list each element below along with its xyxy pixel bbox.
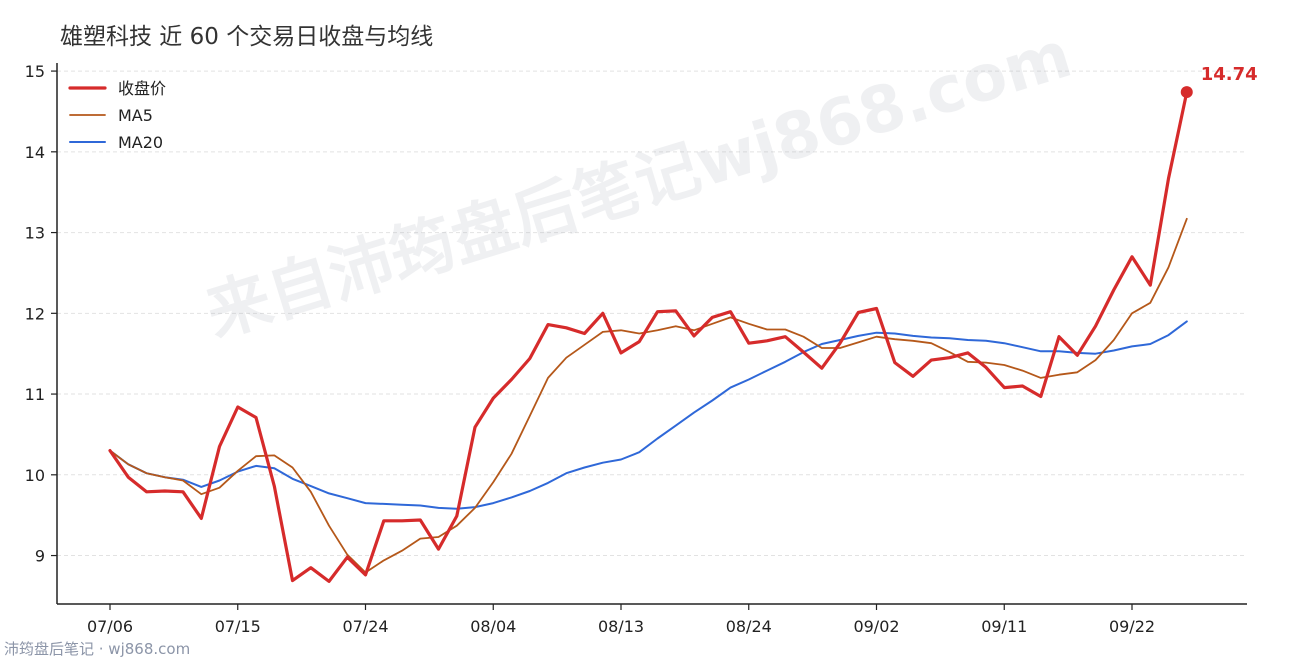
footer-credit: 沛筠盘后笔记 · wj868.com xyxy=(4,640,190,658)
x-tick-label: 07/24 xyxy=(342,617,388,636)
chart-title: 雄塑科技 近 60 个交易日收盘与均线 xyxy=(60,24,433,50)
y-tick-label: 14 xyxy=(25,143,45,162)
grid-lines xyxy=(57,70,1247,557)
x-tick-label: 09/11 xyxy=(981,617,1027,636)
legend-label-ma20: MA20 xyxy=(118,133,163,152)
last-close-label: 14.74 xyxy=(1201,64,1258,85)
x-ticks: 07/06 07/15 07/24 08/04 08/13 08/24 09/02 09/11… xyxy=(87,604,1155,636)
legend-label-close: 收盘价 xyxy=(118,79,166,98)
series-line-ma20 xyxy=(109,320,1188,510)
y-ticks: 9 10 11 12 13 14 15 xyxy=(25,62,57,566)
x-tick-label: 08/13 xyxy=(598,617,644,636)
y-tick-label: 12 xyxy=(25,304,45,323)
y-tick-label: 15 xyxy=(25,62,45,81)
x-tick-label: 07/15 xyxy=(215,617,261,636)
axes xyxy=(56,63,1247,605)
series-lines xyxy=(108,90,1189,584)
series-line-close xyxy=(108,90,1189,584)
x-tick-label: 09/02 xyxy=(853,617,899,636)
last-point-marker: 14.74 xyxy=(1180,64,1258,99)
y-tick-label: 10 xyxy=(25,466,45,485)
x-tick-label: 08/04 xyxy=(470,617,516,636)
legend: 收盘价 MA5 MA20 xyxy=(68,79,166,152)
series-line-ma5 xyxy=(109,217,1188,574)
y-tick-label: 11 xyxy=(25,385,45,404)
watermark-text: 来自沛筠盘后笔记wj868.com xyxy=(198,18,1080,352)
last-close-point xyxy=(1180,86,1193,99)
y-tick-label: 13 xyxy=(25,224,45,243)
x-tick-label: 09/22 xyxy=(1109,617,1155,636)
x-tick-label: 07/06 xyxy=(87,617,133,636)
y-tick-label: 9 xyxy=(35,547,45,566)
x-tick-label: 08/24 xyxy=(726,617,772,636)
legend-label-ma5: MA5 xyxy=(118,106,153,125)
